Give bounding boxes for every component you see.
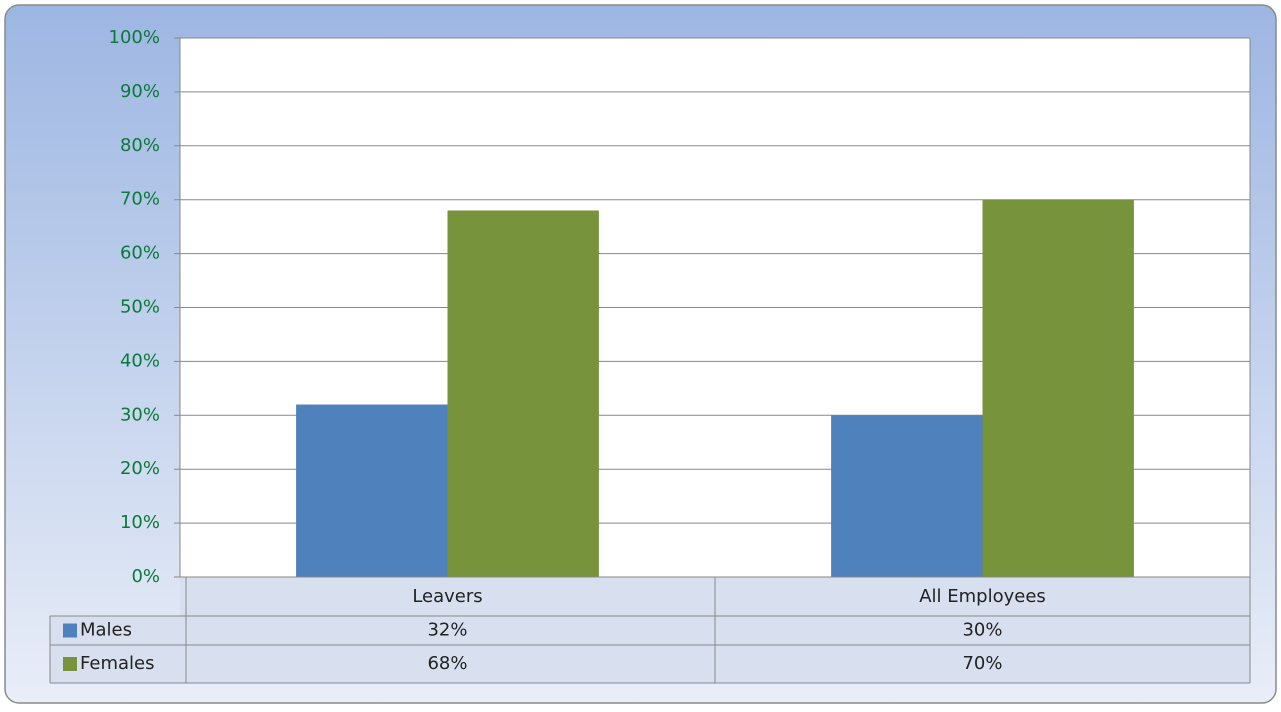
legend-swatch xyxy=(63,623,77,638)
y-tick-label: 70% xyxy=(120,189,160,210)
x-tick-label: All Employees xyxy=(919,586,1046,607)
table-value: 32% xyxy=(427,620,467,641)
y-tick-label: 10% xyxy=(120,512,160,533)
legend-label: Females xyxy=(80,653,154,674)
bar xyxy=(982,199,1134,577)
legend-swatch xyxy=(63,657,77,671)
y-tick-label: 90% xyxy=(120,81,160,102)
bar xyxy=(447,210,599,578)
table-value: 70% xyxy=(962,653,1002,674)
bar xyxy=(831,415,983,577)
y-tick-label: 0% xyxy=(131,566,160,587)
y-tick-label: 60% xyxy=(120,243,160,264)
table-value: 30% xyxy=(962,620,1002,641)
y-tick-label: 100% xyxy=(109,27,160,48)
y-tick-label: 40% xyxy=(120,350,160,371)
legend-label: Males xyxy=(80,620,132,641)
y-tick-label: 50% xyxy=(120,297,160,318)
y-tick-label: 30% xyxy=(120,404,160,425)
x-tick-label: Leavers xyxy=(412,586,482,607)
bar xyxy=(296,404,448,577)
y-tick-label: 80% xyxy=(120,135,160,156)
table-value: 68% xyxy=(427,653,467,674)
y-tick-label: 20% xyxy=(120,458,160,479)
